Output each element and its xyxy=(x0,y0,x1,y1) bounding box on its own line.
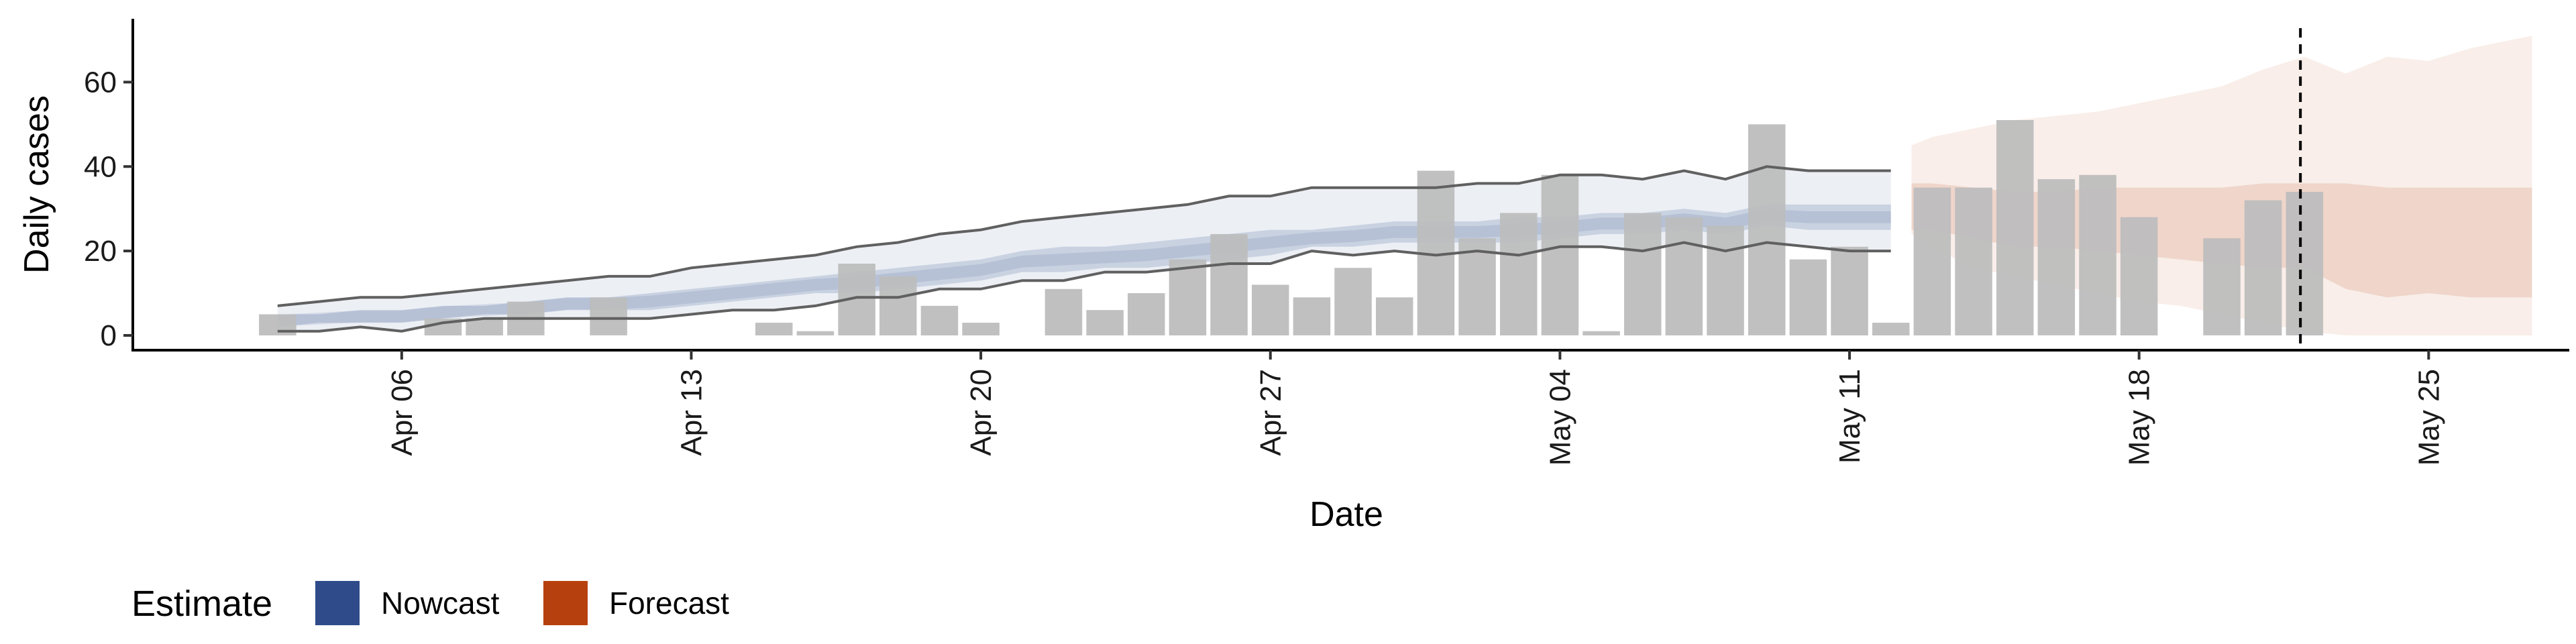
nowcast-median-band xyxy=(277,209,1891,327)
y-axis-title: Daily cases xyxy=(17,95,56,274)
daily-cases-bar xyxy=(796,331,835,335)
axes xyxy=(131,19,2569,352)
daily-cases-bar xyxy=(1128,293,1165,335)
daily-cases-bar xyxy=(1913,187,1951,335)
nowcast-interval-lines xyxy=(277,165,1891,333)
daily-cases-bar xyxy=(1872,323,1910,335)
daily-cases-bar xyxy=(1500,213,1538,335)
daily-cases-bar xyxy=(1458,238,1496,335)
daily-cases-bar xyxy=(2037,179,2076,335)
y-tick-label: 40 xyxy=(84,150,117,183)
daily-cases-bar xyxy=(1541,174,1579,335)
x-tick-label: May 04 xyxy=(1544,369,1576,466)
x-tick-label: Apr 20 xyxy=(965,369,998,456)
daily-cases-bar xyxy=(962,323,1000,335)
daily-cases-bar xyxy=(2203,238,2241,335)
y-tick-label: 60 xyxy=(84,66,117,99)
daily-cases-bar xyxy=(1376,297,1413,335)
daily-cases-bar xyxy=(1665,217,1703,335)
x-tick-label: May 18 xyxy=(2123,369,2156,466)
nowcast-upper-line xyxy=(277,165,1891,307)
legend-swatch-nowcast xyxy=(315,581,360,625)
daily-cases-bar xyxy=(1252,284,1289,335)
daily-cases-bar xyxy=(1789,259,1827,335)
x-tick-label: May 25 xyxy=(2412,369,2445,466)
daily-cases-bar xyxy=(2120,217,2158,335)
daily-cases-bar xyxy=(1086,310,1124,335)
nowcast-outer-band xyxy=(277,166,1891,331)
daily-cases-bar xyxy=(879,276,917,335)
x-tick-label: Apr 06 xyxy=(386,369,419,456)
x-tick-label: Apr 27 xyxy=(1254,369,1287,456)
legend-label-nowcast: Nowcast xyxy=(381,586,500,621)
daily-cases-bar xyxy=(1748,124,1786,335)
daily-cases-bar xyxy=(1210,233,1248,335)
nowcast-lower-line xyxy=(277,241,1891,333)
daily-cases-bar xyxy=(1334,268,1372,335)
x-axis-title: Date xyxy=(1309,495,1383,534)
legend-swatch-forecast xyxy=(543,581,588,625)
legend-title: Estimate xyxy=(131,584,272,624)
y-tick-label: 20 xyxy=(84,235,117,268)
legend: Estimate Nowcast Forecast xyxy=(131,581,729,625)
daily-cases-bar xyxy=(1955,187,1992,335)
x-tick-label: Apr 13 xyxy=(676,369,708,456)
daily-cases-bar xyxy=(590,297,627,335)
daily-cases-bar xyxy=(1996,120,2034,335)
daily-cases-bar xyxy=(466,318,503,335)
daily-cases-bar xyxy=(1293,297,1331,335)
y-tick-label: 0 xyxy=(101,319,117,352)
daily-cases-bar xyxy=(1044,288,1083,335)
daily-cases-bar xyxy=(2079,174,2116,335)
daily-cases-bar xyxy=(2244,200,2282,335)
daily-cases-bar xyxy=(1582,331,1620,335)
uncertainty-bands xyxy=(277,36,2532,335)
daily-cases-bar xyxy=(1707,225,1744,335)
legend-label-forecast: Forecast xyxy=(609,586,729,621)
nowcast-inner-band xyxy=(277,204,1891,327)
daily-cases-bar xyxy=(920,305,959,335)
daily-cases-bar xyxy=(755,323,793,335)
x-tick-label: May 11 xyxy=(1833,369,1866,464)
axis-ticks: 0 20 40 60 Apr 06 Apr 13 Apr 20 Apr 27 May 04 May… xyxy=(84,66,2445,466)
daily-cases-bar xyxy=(1831,246,1868,335)
daily-cases-bar xyxy=(1169,259,1207,335)
daily-cases-bar xyxy=(2286,192,2324,335)
daily-cases-bar xyxy=(1624,213,1662,335)
